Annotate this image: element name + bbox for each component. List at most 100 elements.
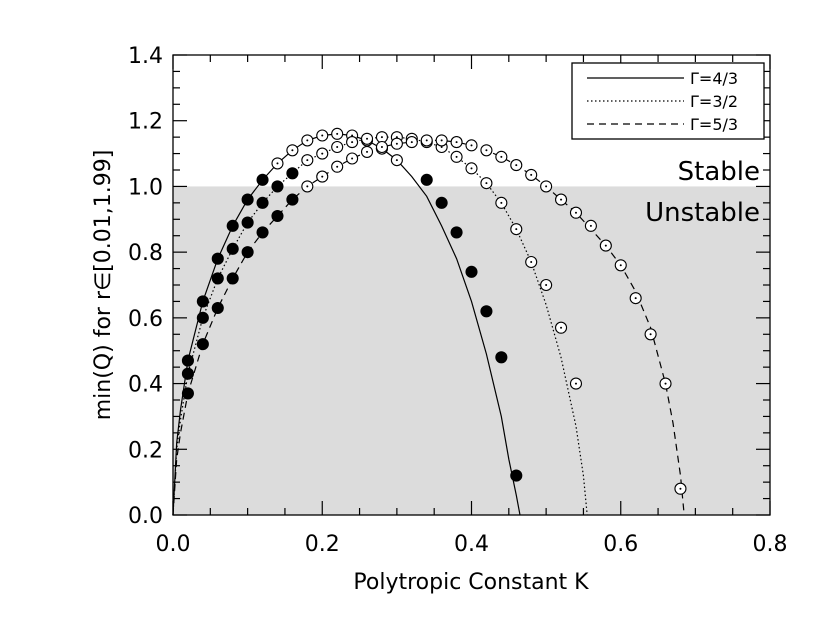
unstable-region-shading — [173, 186, 770, 515]
y-axis-label: min(Q) for r∈[0.01,1.99] — [91, 150, 116, 421]
legend: Γ=4/3 Γ=3/2 Γ=5/3 — [571, 62, 765, 140]
data-point-series-2 — [241, 216, 254, 229]
data-point-center-series-3 — [619, 264, 622, 267]
data-point-center-series-2 — [515, 228, 518, 231]
data-point-center-series-3 — [470, 144, 473, 147]
data-point-center-series-2 — [380, 136, 383, 139]
data-point-series-1 — [435, 196, 448, 209]
data-point-series-1 — [420, 173, 433, 186]
data-point-series-3 — [271, 209, 284, 223]
data-point-series-1 — [450, 226, 463, 239]
data-point-series-1 — [226, 219, 239, 232]
data-point-series-1 — [510, 469, 523, 482]
data-point-center-series-3 — [380, 146, 383, 148]
data-point-series-2 — [271, 180, 284, 193]
data-point-center-series-3 — [530, 173, 533, 176]
data-point-center-series-3 — [455, 141, 458, 144]
data-point-center-series-3 — [500, 155, 503, 158]
x-tick-label: 0.8 — [753, 532, 788, 557]
data-point-series-2 — [286, 167, 299, 180]
data-point-center-series-3 — [604, 244, 607, 247]
data-point-center-series-1 — [336, 132, 339, 135]
data-point-series-2 — [211, 272, 224, 285]
data-point-center-series-2 — [500, 201, 503, 204]
data-point-center-series-3 — [485, 149, 488, 152]
data-point-center-series-2 — [440, 146, 443, 148]
data-point-center-series-2 — [351, 141, 354, 144]
region-label-stable: Stable — [678, 157, 760, 187]
axis-tick-labels: 0.0 0.2 0.4 0.6 0.8 0.0 0.2 0.4 0.6 0.8 1.0 1.2 1.4 — [128, 44, 788, 557]
data-point-center-series-3 — [589, 224, 592, 227]
data-point-center-series-3 — [679, 487, 682, 490]
data-point-series-1 — [181, 354, 194, 367]
data-point-center-series-1 — [351, 134, 354, 137]
data-point-center-series-3 — [664, 382, 667, 385]
data-point-series-1 — [480, 305, 493, 318]
data-point-center-series-3 — [410, 141, 413, 144]
data-point-center-series-2 — [545, 284, 548, 286]
data-point-center-series-3 — [306, 185, 309, 188]
data-point-series-3 — [211, 301, 224, 315]
x-tick-label: 0.0 — [156, 532, 191, 557]
data-point-center-series-2 — [485, 182, 488, 185]
data-point-series-1 — [196, 295, 209, 308]
data-point-series-2 — [226, 242, 239, 255]
x-tick-label: 0.2 — [305, 532, 340, 557]
data-point-center-series-2 — [366, 137, 369, 140]
y-tick-label: 1.4 — [128, 44, 163, 69]
data-point-series-2 — [181, 367, 194, 380]
data-point-series-1 — [495, 351, 508, 364]
data-point-center-series-3 — [560, 198, 563, 201]
legend-label-series-1: Γ=4/3 — [690, 69, 738, 88]
data-point-center-series-3 — [336, 165, 339, 168]
y-tick-label: 0.8 — [128, 241, 163, 266]
data-point-series-3 — [241, 246, 254, 259]
data-point-center-series-2 — [395, 136, 398, 139]
data-point-center-series-3 — [515, 164, 518, 167]
y-tick-label: 0.6 — [128, 307, 163, 332]
data-point-series-2 — [196, 311, 209, 324]
axis-ticks — [172, 54, 771, 516]
legend-label-series-2: Γ=3/2 — [690, 92, 738, 111]
y-tick-label: 0.2 — [128, 438, 163, 463]
data-point-center-series-1 — [321, 134, 324, 137]
data-point-center-series-3 — [440, 139, 443, 142]
data-point-center-series-3 — [649, 333, 652, 336]
data-point-center-series-3 — [366, 150, 369, 153]
data-point-center-series-2 — [336, 146, 339, 148]
data-point-series-3 — [256, 226, 269, 239]
data-point-center-series-2 — [321, 152, 324, 155]
data-point-series-3 — [181, 387, 194, 400]
data-point-series-1 — [256, 173, 269, 186]
y-tick-label: 0.0 — [128, 504, 163, 529]
y-tick-label: 0.4 — [128, 373, 163, 398]
data-point-center-series-3 — [574, 211, 577, 214]
x-axis-label: Polytropic Constant K — [353, 570, 589, 595]
data-point-center-series-2 — [455, 155, 458, 158]
data-point-center-series-3 — [351, 157, 354, 160]
data-point-series-3 — [286, 193, 299, 206]
data-point-center-series-3 — [321, 175, 324, 178]
y-tick-label: 1.2 — [128, 110, 163, 135]
data-point-series-1 — [241, 193, 254, 206]
data-point-center-series-1 — [276, 162, 279, 165]
series-line-1 — [172, 133, 521, 516]
data-point-series-2 — [256, 196, 269, 209]
data-point-center-series-3 — [395, 142, 398, 145]
data-point-center-series-3 — [545, 185, 548, 188]
data-point-center-series-3 — [634, 297, 637, 300]
data-point-series-3 — [196, 338, 209, 351]
data-point-center-series-1 — [306, 139, 309, 142]
data-point-series-3 — [226, 272, 239, 285]
data-point-center-series-2 — [530, 261, 533, 263]
data-point-series-1 — [465, 265, 478, 278]
data-point-center-series-2 — [574, 382, 577, 385]
region-label-unstable: Unstable — [645, 198, 760, 228]
data-point-center-series-1 — [395, 159, 398, 162]
x-tick-label: 0.4 — [454, 532, 489, 557]
series-markers — [181, 127, 687, 495]
data-point-center-series-3 — [425, 139, 428, 142]
x-tick-label: 0.6 — [603, 532, 638, 557]
data-point-center-series-2 — [306, 159, 309, 162]
